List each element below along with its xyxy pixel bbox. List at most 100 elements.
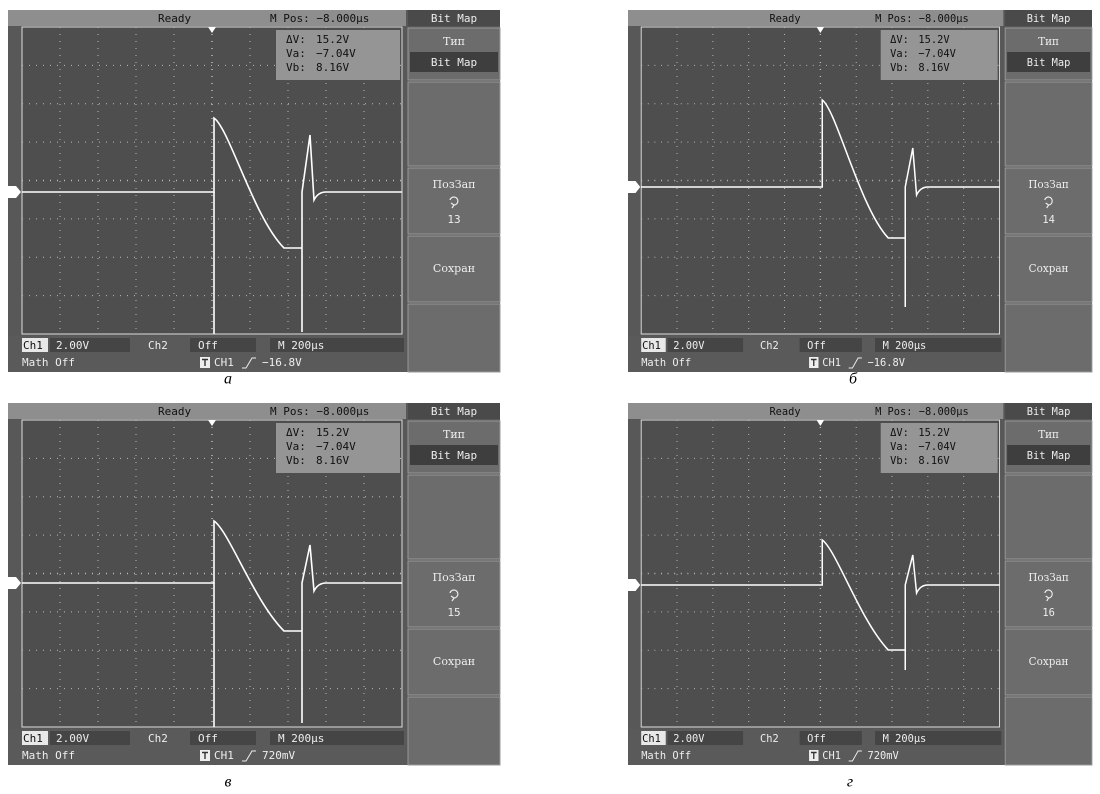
menu-box (1005, 304, 1092, 372)
cursor-value: 15.2V (316, 426, 349, 439)
math-state: Math Off (641, 749, 691, 762)
status: Ready (158, 405, 191, 418)
menu-title: Тип (1038, 35, 1059, 48)
ch1-label: Ch1 (642, 339, 661, 352)
oscilloscope-screen: ReadyM Pos: −8.000μsBit MapΔV:15.2VVa:−7… (8, 10, 500, 372)
menu-box (408, 82, 500, 166)
math-state: Math Off (641, 356, 691, 369)
menu-value: Bit Map (1027, 56, 1071, 69)
ch1-scale: 2.00V (56, 339, 89, 352)
memory-position: M Pos: −8.000μs (875, 12, 969, 25)
memory-position: M Pos: −8.000μs (270, 12, 369, 25)
caption: г (847, 774, 853, 791)
menu-title: ПозЗап (1028, 178, 1069, 191)
trigger-source: CH1 (214, 749, 234, 762)
oscilloscope-screen: Ready M Pos: −8.000μs Bit Map ΔV: 15.2V Va: −7… (628, 403, 1092, 765)
menu-box (408, 697, 500, 765)
caption: б (849, 371, 858, 388)
ch2-label: Ch2 (148, 339, 168, 352)
trigger-level: −16.8V (868, 356, 906, 369)
cursor-value: 8.16V (316, 61, 349, 74)
cursor-value: 8.16V (316, 454, 349, 467)
menu-value: 14 (1042, 213, 1054, 226)
cursor-value: 8.16V (918, 454, 950, 467)
cursor-label: Va: (286, 47, 306, 60)
trigger-level: 720mV (868, 749, 900, 762)
mode: Bit Map (1027, 12, 1071, 25)
timebase: M 200μs (278, 732, 324, 745)
menu-title: Сохран (1029, 655, 1069, 668)
oscilloscope-screen: Ready M Pos: −8.000μs Bit Map ΔV: 15.2V Va: −7… (8, 403, 500, 765)
memory-position: M Pos: −8.000μs (875, 405, 969, 418)
mode: Bit Map (1027, 405, 1071, 418)
menu-title: Тип (443, 35, 465, 48)
ch1-label: Ch1 (23, 732, 43, 745)
memory-position: M Pos: −8.000μs (270, 405, 369, 418)
cursor-label: Vb: (286, 61, 306, 74)
cursor-value: −7.04V (918, 47, 956, 60)
math-state: Math Off (22, 749, 75, 762)
status: Ready (158, 12, 191, 25)
oscilloscope-screen: Ready M Pos: −8.000μs Bit Map ΔV: 15.2V Va: −7… (628, 10, 1092, 372)
menu-box (1005, 697, 1092, 765)
trigger-level: 720mV (262, 749, 295, 762)
cursor-label: ΔV: (286, 33, 306, 46)
ch2-state: Off (807, 339, 826, 352)
ch1-scale: 2.00V (673, 339, 705, 352)
cursor-label: Va: (890, 47, 909, 60)
status: Ready (769, 405, 801, 418)
figure: Ready M Pos: −8.000μs Bit Map ΔV: 15.2V Va: −7… (0, 0, 1100, 794)
menu-box (408, 304, 500, 372)
ch2-label: Ch2 (760, 732, 779, 745)
cursor-label: Va: (286, 440, 306, 453)
menu-title: Сохран (1029, 262, 1069, 275)
cursor-label: ΔV: (890, 33, 909, 46)
timebase: M 200μs (278, 339, 324, 352)
menu-value: 15 (447, 606, 460, 619)
status: Ready (769, 12, 801, 25)
menu-title: Тип (443, 428, 465, 441)
ch2-state: Off (198, 732, 218, 745)
menu-title: ПозЗап (433, 178, 476, 191)
cursor-value: −7.04V (316, 47, 356, 60)
menu-value: 16 (1042, 606, 1054, 619)
menu-title: ПозЗап (433, 571, 476, 584)
menu-title: Тип (1038, 428, 1059, 441)
mode: Bit Map (431, 12, 477, 25)
cursor-value: 8.16V (918, 61, 950, 74)
trigger-source: CH1 (822, 749, 841, 762)
timebase: M 200μs (883, 339, 927, 352)
menu-title: Сохран (433, 655, 475, 668)
cursor-value: 15.2V (918, 426, 950, 439)
menu-title: ПозЗап (1028, 571, 1069, 584)
caption: в (225, 774, 232, 791)
ch2-label: Ch2 (148, 732, 168, 745)
timebase: M 200μs (883, 732, 927, 745)
ch1-scale: 2.00V (56, 732, 89, 745)
cursor-label: Vb: (890, 61, 909, 74)
menu-box (408, 475, 500, 559)
cursor-label: Va: (890, 440, 909, 453)
trigger-source: CH1 (214, 356, 234, 369)
menu-title: Сохран (433, 262, 475, 275)
ch1-scale: 2.00V (673, 732, 705, 745)
cursor-value: −7.04V (316, 440, 356, 453)
ch1-label: Ch1 (642, 732, 661, 745)
ch2-label: Ch2 (760, 339, 779, 352)
menu-box (1005, 475, 1092, 559)
mode: Bit Map (431, 405, 477, 418)
menu-box (1005, 82, 1092, 166)
ch2-state: Off (198, 339, 218, 352)
cursor-label: ΔV: (286, 426, 306, 439)
cursor-value: 15.2V (918, 33, 950, 46)
math-state: Math Off (22, 356, 75, 369)
menu-value: Bit Map (431, 56, 477, 69)
cursor-label: ΔV: (890, 426, 909, 439)
cursor-value: −7.04V (918, 440, 956, 453)
cursor-label: Vb: (890, 454, 909, 467)
caption: а (224, 371, 232, 388)
ch2-state: Off (807, 732, 826, 745)
cursor-label: Vb: (286, 454, 306, 467)
ch1-label: Ch1 (23, 339, 43, 352)
menu-value: 13 (447, 213, 460, 226)
